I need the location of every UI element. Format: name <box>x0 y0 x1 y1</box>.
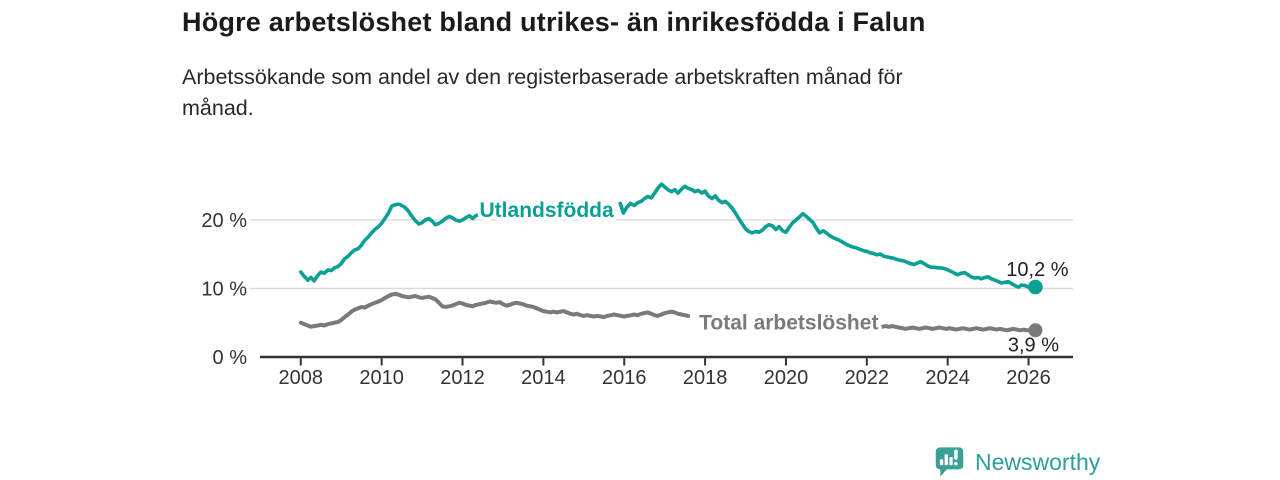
x-tick-label: 2008 <box>279 367 324 389</box>
subtitle-line-1: Arbetssökande som andel av den registerb… <box>182 65 903 89</box>
x-tick-label: 2024 <box>925 367 970 389</box>
y-tick-label: 0 % <box>213 347 248 369</box>
bar-chart-speech-bubble-icon <box>935 447 964 477</box>
newsworthy-logo[interactable]: Newsworthy <box>933 444 1100 480</box>
y-tick-label: 20 % <box>201 210 247 232</box>
series-line-utlandsfodda <box>618 182 1038 289</box>
end-value-label-utlandsfodda: 10,2 % <box>1006 259 1068 281</box>
series-label-total: Total arbetslöshet <box>699 312 878 335</box>
brand-name: Newsworthy <box>975 448 1101 475</box>
x-tick-label: 2020 <box>764 367 809 389</box>
x-tick-label: 2016 <box>602 367 647 389</box>
series-line-total <box>872 324 1038 333</box>
series-label-utlandsfodda: Utlandsfödda <box>480 199 614 222</box>
chart-subtitle: Arbetssökande som andel av den registerb… <box>182 62 903 124</box>
y-tick-label: 10 % <box>201 278 247 300</box>
series-line-total <box>298 291 691 329</box>
end-dot-total <box>1028 323 1043 338</box>
x-tick-label: 2010 <box>359 367 404 389</box>
end-dot-utlandsfodda <box>1028 279 1043 295</box>
x-tick-label: 2022 <box>845 367 890 389</box>
subtitle-line-2: månad. <box>182 96 254 120</box>
series-line-utlandsfodda <box>298 202 481 283</box>
end-value-label-total: 3,9 % <box>1008 334 1059 356</box>
x-tick-label: 2012 <box>440 367 485 389</box>
x-tick-label: 2014 <box>521 367 566 389</box>
x-tick-label: 2018 <box>683 367 728 389</box>
x-tick-label: 2026 <box>1006 367 1051 389</box>
page-title: Högre arbetslöshet bland utrikes- än inr… <box>182 7 926 37</box>
